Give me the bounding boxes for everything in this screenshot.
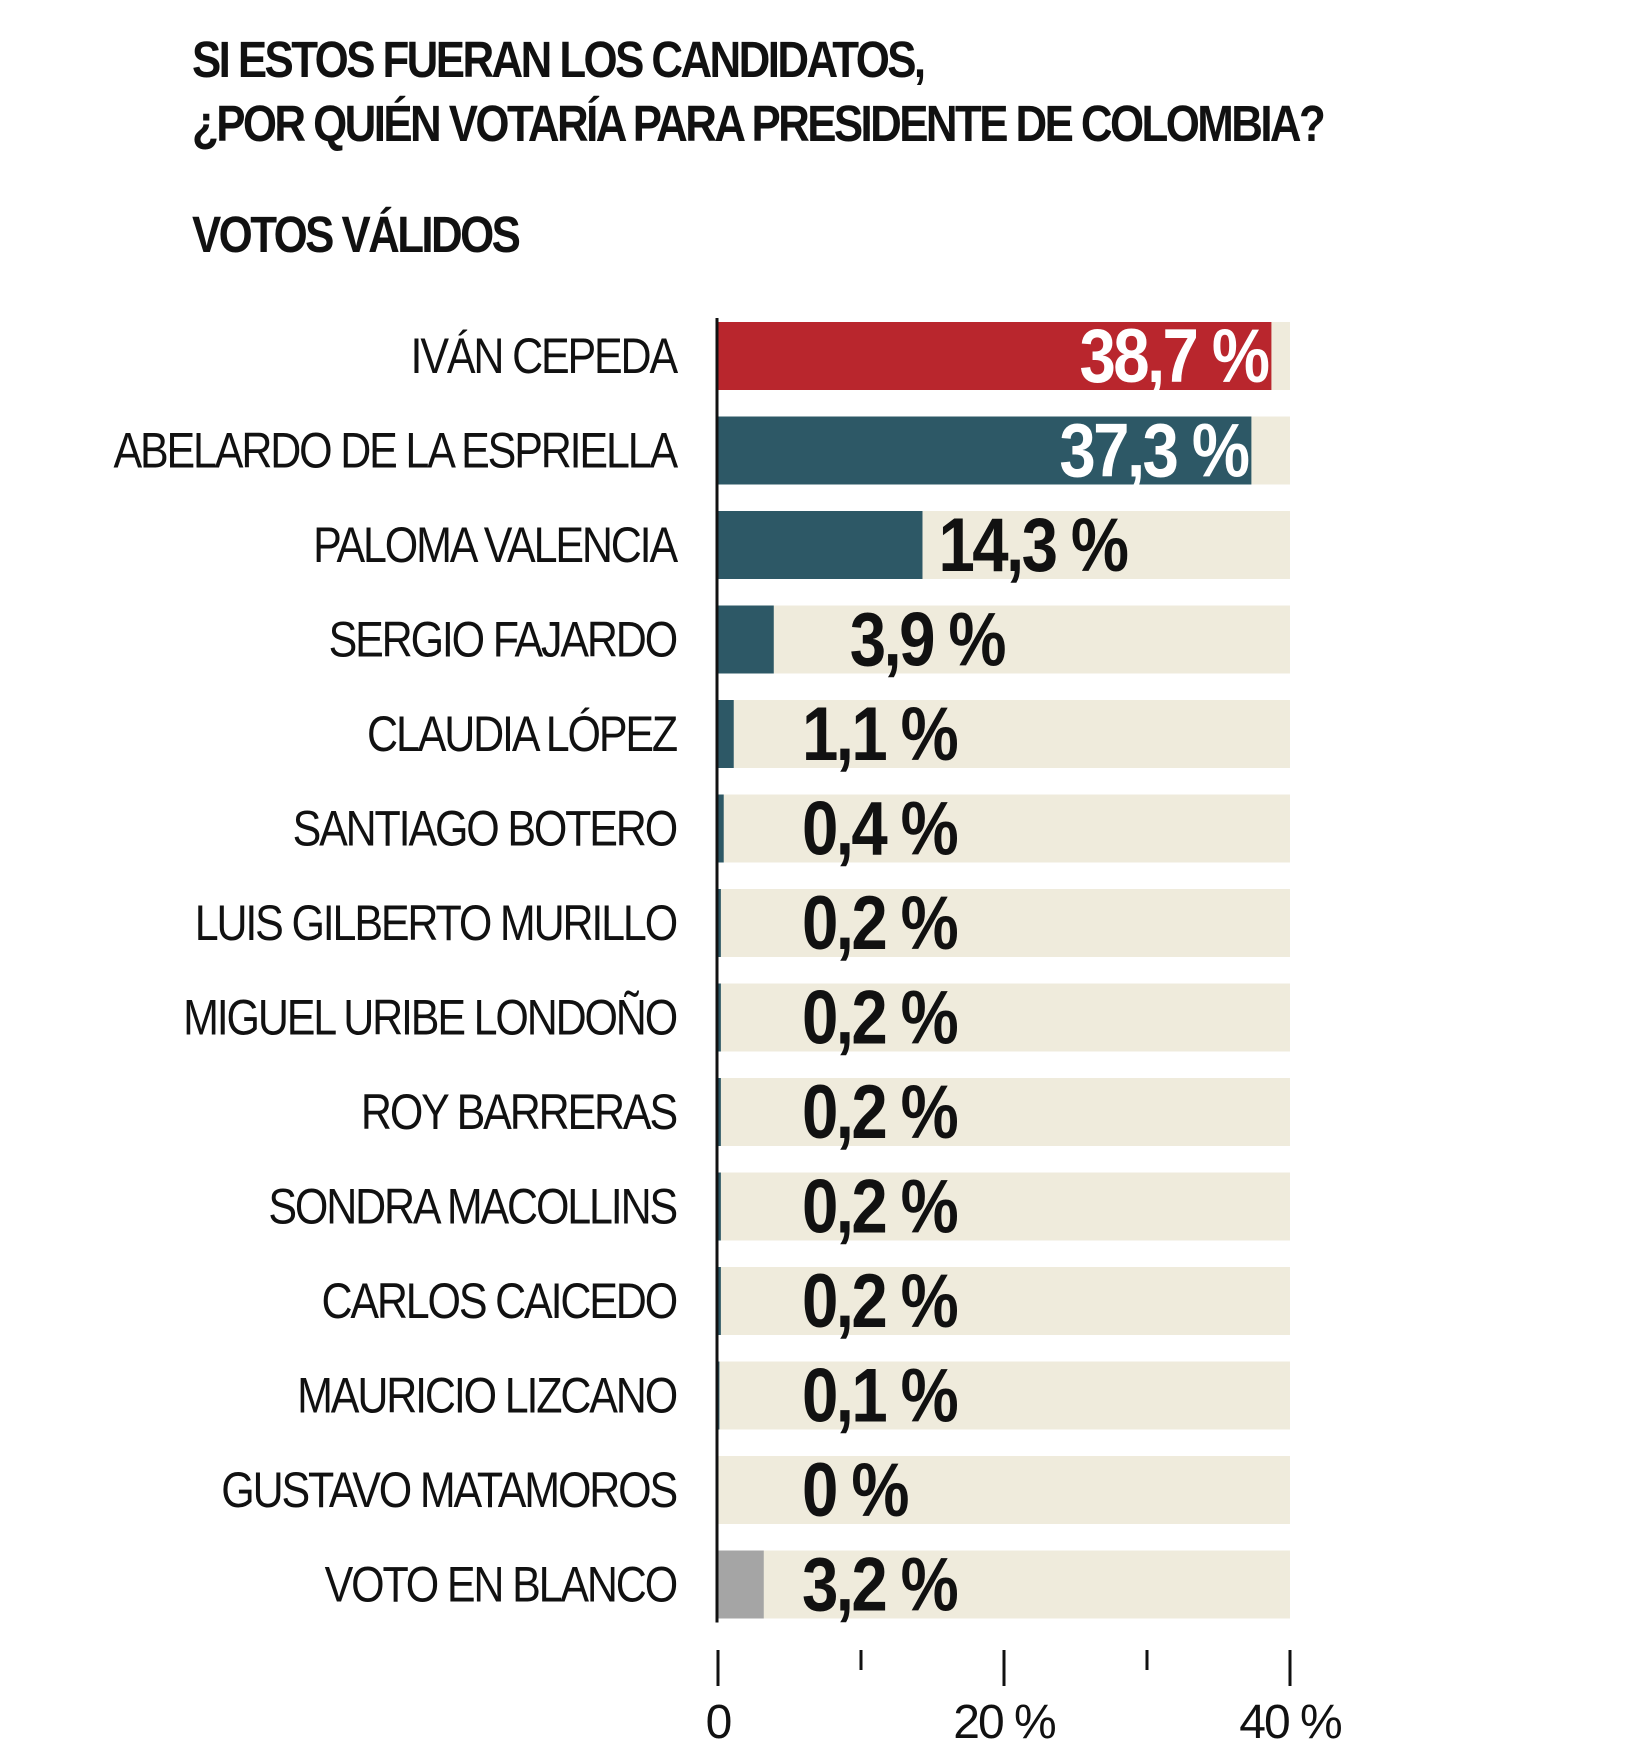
bar [718, 700, 734, 768]
bar [718, 1078, 721, 1146]
category-label: PALOMA VALENCIA [313, 517, 678, 573]
bar-track [718, 1550, 1290, 1619]
bar [718, 416, 1252, 485]
value-label: 37,3 % [1059, 409, 1249, 494]
category-label: SANTIAGO BOTERO [293, 800, 677, 856]
value-label: 0 % [802, 1448, 909, 1533]
title-line-1: SI ESTOS FUERAN LOS CANDIDATOS, [192, 31, 926, 88]
bar [718, 322, 1272, 390]
bar [718, 1267, 721, 1335]
bar-track [718, 1078, 1290, 1146]
value-label: 3,9 % [850, 598, 1006, 683]
category-label: GUSTAVO MATAMOROS [221, 1462, 676, 1518]
chart-subtitle: VOTOS VÁLIDOS [192, 206, 521, 263]
category-label: ROY BARRERAS [361, 1084, 676, 1140]
category-label: MAURICIO LIZCANO [297, 1367, 677, 1423]
bar-track [718, 605, 1290, 674]
category-label: VOTO EN BLANCO [325, 1556, 677, 1612]
value-label: 14,3 % [938, 503, 1128, 588]
value-label: 0,1 % [802, 1354, 958, 1439]
bar [718, 983, 721, 1052]
category-label: CLAUDIA LÓPEZ [367, 706, 678, 762]
category-label: LUIS GILBERTO MURILLO [195, 895, 677, 951]
bar-track [718, 1267, 1290, 1335]
bar [718, 1361, 720, 1430]
category-label: ABELARDO DE LA ESPRIELLA [113, 422, 678, 478]
x-tick-label: 0 [706, 1696, 731, 1749]
category-label: SERGIO FAJARDO [329, 611, 677, 667]
bar [718, 1172, 721, 1241]
x-tick-label: 20 % [953, 1696, 1055, 1749]
bar-track [718, 700, 1290, 768]
value-label: 38,7 % [1079, 314, 1269, 399]
value-label: 0,2 % [802, 1165, 958, 1250]
chart-title: SI ESTOS FUERAN LOS CANDIDATOS, ¿POR QUI… [192, 28, 1326, 156]
value-label: 0,2 % [802, 881, 958, 966]
bar [718, 1550, 764, 1619]
title-line-2: ¿POR QUIÉN VOTARÍA PARA PRESIDENTE DE CO… [192, 95, 1326, 152]
bar-track [718, 983, 1290, 1052]
bar [718, 794, 724, 863]
category-label: SONDRA MACOLLINS [268, 1178, 676, 1234]
bar-track [718, 1172, 1290, 1241]
bar [718, 605, 774, 674]
value-label: 1,1 % [802, 692, 958, 777]
value-label: 0,2 % [802, 1070, 958, 1155]
bar-track [718, 1361, 1290, 1430]
category-label: MIGUEL URIBE LONDOÑO [183, 989, 677, 1045]
bar [718, 511, 923, 579]
bar-track [718, 889, 1290, 957]
value-label: 0,4 % [802, 787, 958, 872]
category-label: IVÁN CEPEDA [411, 328, 679, 384]
value-label: 0,2 % [802, 976, 958, 1061]
bar-track [718, 1456, 1290, 1524]
x-tick-label: 40 % [1239, 1696, 1341, 1749]
bar-track [718, 794, 1290, 863]
category-label: CARLOS CAICEDO [321, 1273, 677, 1329]
value-label: 0,2 % [802, 1259, 958, 1344]
bar [718, 889, 721, 957]
value-label: 3,2 % [802, 1543, 958, 1628]
